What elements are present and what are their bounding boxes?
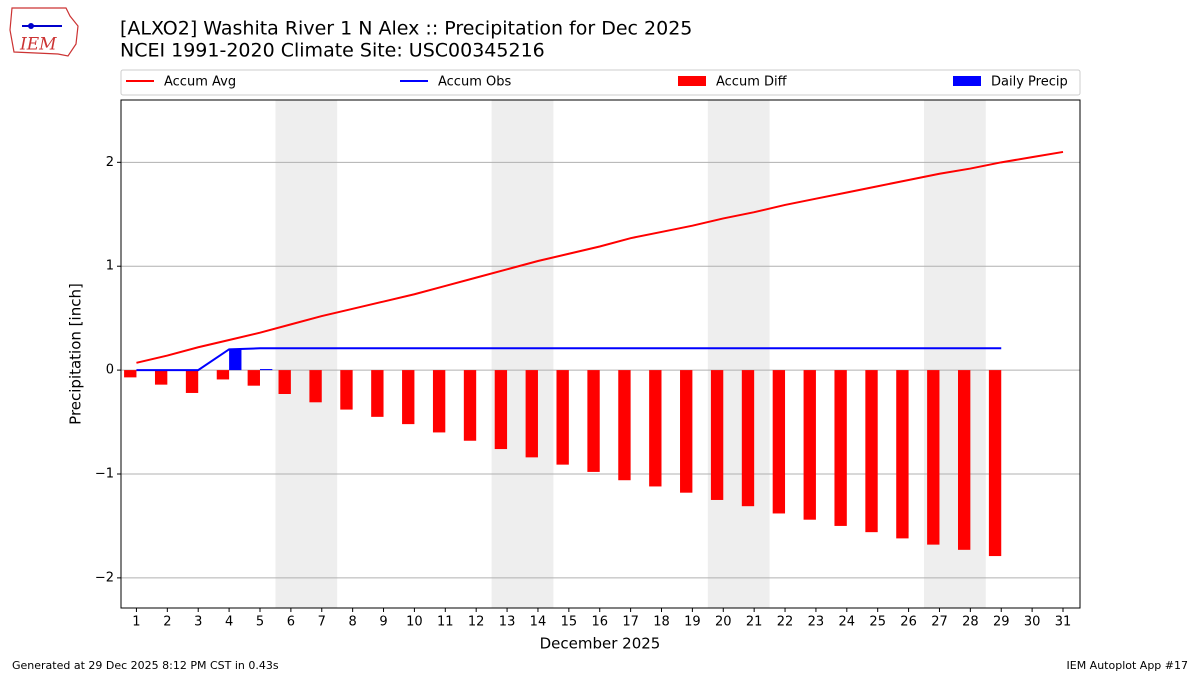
bar (618, 370, 631, 481)
x-tick-label: 28 (962, 615, 979, 630)
x-tick-label: 19 (684, 615, 701, 630)
bar (247, 370, 260, 386)
bar (710, 370, 724, 500)
bar (402, 370, 415, 425)
x-tick-label: 15 (561, 615, 578, 630)
bar (185, 370, 199, 393)
bar (896, 370, 909, 539)
bar (988, 370, 1002, 557)
x-tick-label: 25 (869, 615, 886, 630)
bar (494, 370, 508, 450)
y-tick-label: −2 (95, 570, 114, 585)
x-tick-label: 27 (931, 615, 948, 630)
bar (834, 370, 847, 526)
legend-label: Daily Precip (991, 75, 1068, 90)
bar (772, 370, 786, 514)
bar (741, 370, 755, 507)
x-tick-label: 17 (622, 615, 639, 630)
legend-label: Accum Obs (438, 75, 511, 90)
bar (927, 370, 940, 545)
x-tick-label: 31 (1055, 615, 1072, 630)
y-tick-label: −1 (95, 466, 114, 481)
bar (340, 370, 353, 410)
x-tick-label: 21 (746, 615, 763, 630)
bar (803, 370, 816, 520)
bar (216, 370, 230, 380)
x-tick-label: 11 (437, 615, 454, 630)
bar (124, 370, 137, 378)
bar (525, 370, 538, 458)
bar (229, 349, 242, 371)
x-tick-label: 2 (163, 615, 171, 630)
weekend-shade (707, 100, 770, 608)
x-tick-label: 26 (900, 615, 917, 630)
x-tick-label: 18 (653, 615, 670, 630)
bar (309, 370, 322, 403)
x-tick-label: 5 (256, 615, 264, 630)
x-tick-label: 4 (225, 615, 233, 630)
logo-text: IEM (19, 35, 57, 55)
x-tick-label: 6 (287, 615, 295, 630)
x-tick-label: 20 (715, 615, 732, 630)
x-tick-label: 23 (808, 615, 825, 630)
bar (154, 370, 168, 385)
legend-label: Accum Avg (164, 75, 236, 90)
y-tick-label: 2 (106, 155, 114, 170)
bar (556, 370, 569, 465)
bar (432, 370, 446, 433)
x-tick-label: 29 (993, 615, 1010, 630)
y-axis-label: Precipitation [inch] (67, 283, 85, 425)
legend-swatch (678, 76, 706, 86)
footer-left: Generated at 29 Dec 2025 8:12 PM CST in … (12, 659, 279, 672)
plot-area (121, 100, 1080, 608)
bar (587, 370, 600, 472)
y-tick-label: 0 (106, 363, 114, 378)
x-tick-label: 30 (1024, 615, 1041, 630)
x-tick-label: 13 (499, 615, 516, 630)
x-tick-label: 9 (379, 615, 387, 630)
y-tick-label: 1 (106, 259, 114, 274)
x-tick-label: 14 (530, 615, 547, 630)
bar (649, 370, 662, 487)
x-tick-label: 16 (591, 615, 608, 630)
x-tick-label: 10 (406, 615, 423, 630)
x-tick-label: 12 (468, 615, 485, 630)
bar (680, 370, 693, 493)
chart-subtitle: NCEI 1991-2020 Climate Site: USC00345216 (120, 40, 545, 62)
x-tick-label: 8 (349, 615, 357, 630)
legend-swatch (953, 76, 981, 86)
bar (865, 370, 878, 533)
bar (371, 370, 384, 417)
weekend-shade (491, 100, 554, 608)
legend (120, 69, 1081, 96)
plot-frame (120, 99, 1081, 609)
x-tick-label: 3 (194, 615, 202, 630)
weekend-shade (275, 100, 338, 608)
footer-right: IEM Autoplot App #17 (1067, 659, 1189, 672)
bar (463, 370, 477, 441)
legend-label: Accum Diff (716, 75, 788, 90)
x-tick-label: 1 (132, 615, 140, 630)
line (136, 347, 1002, 372)
x-tick-label: 7 (318, 615, 326, 630)
line (136, 150, 1064, 364)
x-tick-label: 24 (839, 615, 856, 630)
bar (958, 370, 971, 550)
x-tick-label: 22 (777, 615, 794, 630)
logo: IEM (9, 7, 79, 57)
bar (278, 370, 291, 394)
x-axis-label: December 2025 (540, 635, 661, 653)
bar (259, 369, 273, 371)
chart-title: [ALXO2] Washita River 1 N Alex :: Precip… (120, 18, 692, 40)
